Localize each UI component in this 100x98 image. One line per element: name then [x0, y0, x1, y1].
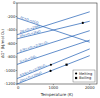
- y-tick: [16, 43, 17, 44]
- legend-label: Boiling: [79, 76, 91, 80]
- x-tick-label: 0: [17, 85, 20, 90]
- series-line: [17, 40, 90, 64]
- line-label: 2Fe+O₂=2FeO: [19, 29, 42, 38]
- y-tick: [16, 30, 17, 31]
- x-tick-label: 2000: [85, 85, 95, 90]
- point: [65, 64, 67, 66]
- line-label: 4/3Cr+O₂=2/3Cr₂O₃: [19, 40, 49, 53]
- legend-marker: [75, 77, 77, 79]
- y-tick: [16, 3, 17, 4]
- y-tick-label: 0: [13, 0, 16, 5]
- y-axis-label: ΔG° (kJ/mol O₂): [0, 28, 5, 58]
- line-label: 2Mg+O₂=2MgO: [19, 70, 43, 83]
- y-tick-label: -200: [7, 14, 16, 19]
- point: [50, 64, 52, 66]
- y-tick-label: -1200: [4, 81, 16, 86]
- y-tick: [16, 70, 17, 71]
- y-tick-label: -800: [7, 54, 16, 59]
- chart: 0-200-400-600-800-1000-1200010002000Temp…: [0, 0, 100, 98]
- y-tick: [16, 57, 17, 58]
- point: [82, 22, 84, 24]
- legend-marker: [75, 72, 77, 74]
- line-labels: 2Ni+O₂=2NiO2Fe+O₂=2FeO2C+O₂=2CO4/3Cr+O₂=…: [19, 15, 49, 83]
- x-axis-label: Temperature (K): [40, 92, 74, 97]
- point: [49, 70, 51, 72]
- y-tick-label: -600: [7, 41, 16, 46]
- x-tick-label: 1000: [49, 85, 59, 90]
- legend: MeltingBoiling: [73, 70, 95, 82]
- line-label: Si+O₂=SiO₂: [19, 54, 38, 64]
- line-label: 2C+O₂=2CO: [20, 15, 40, 25]
- legend-label: Melting: [79, 72, 92, 76]
- legend-box: [73, 70, 95, 82]
- y-tick: [16, 16, 17, 17]
- y-tick-label: -400: [7, 27, 16, 32]
- plot-frame: [17, 3, 97, 84]
- y-tick-label: -1000: [4, 68, 16, 73]
